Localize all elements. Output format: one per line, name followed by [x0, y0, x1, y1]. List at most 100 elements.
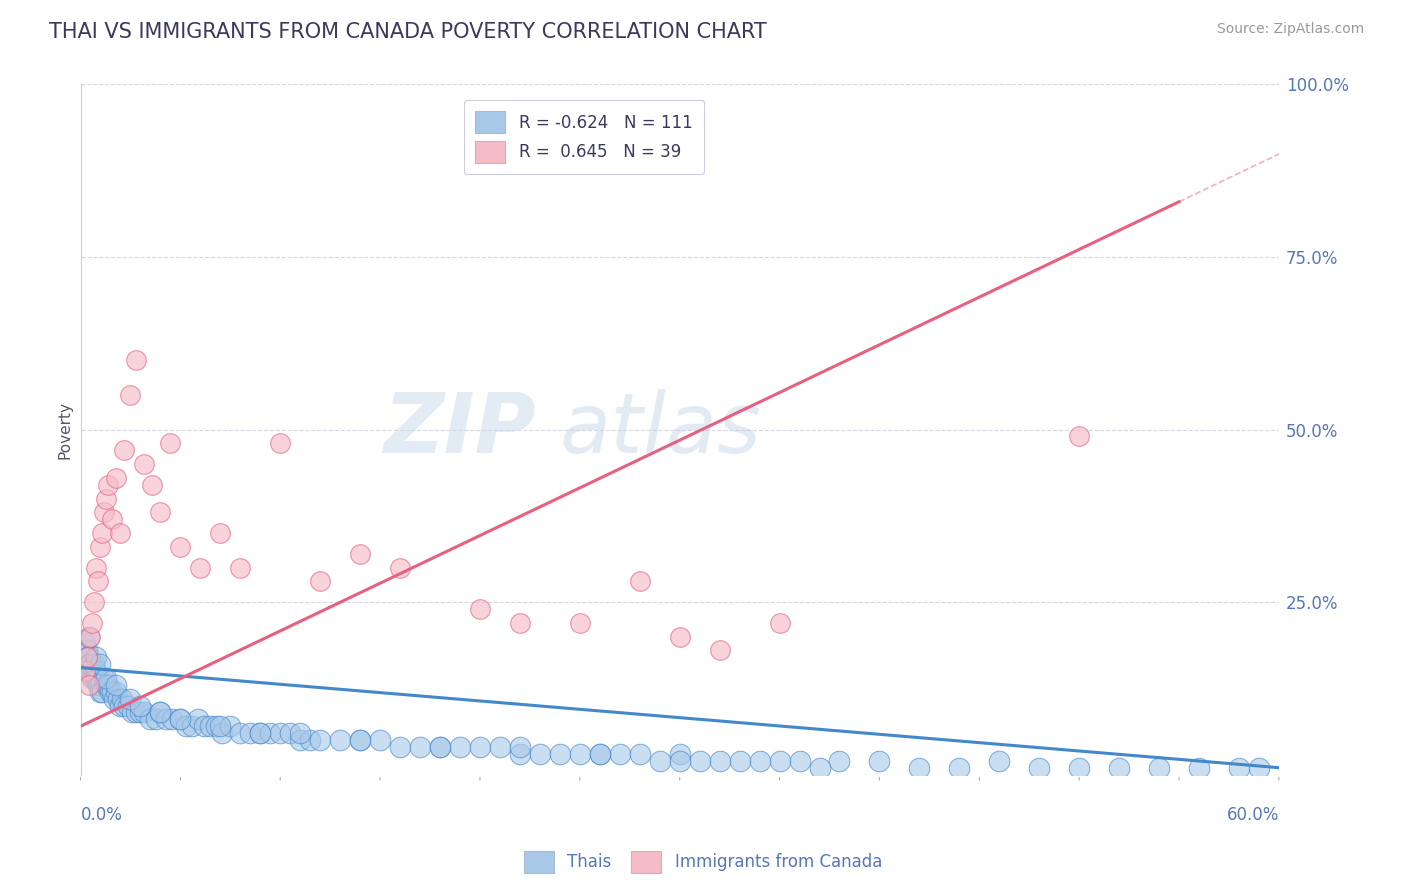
- Point: [200, 719, 222, 733]
- Point: [176, 719, 198, 733]
- Point: [87, 678, 110, 692]
- Point: [529, 747, 551, 761]
- Point: [79, 657, 101, 672]
- Point: [389, 739, 412, 754]
- Point: [1069, 761, 1091, 775]
- Point: [91, 685, 114, 699]
- Point: [468, 739, 491, 754]
- Point: [73, 636, 96, 650]
- Point: [149, 706, 172, 720]
- Point: [117, 698, 139, 713]
- Point: [568, 747, 591, 761]
- Point: [1147, 761, 1170, 775]
- Point: [1247, 761, 1270, 775]
- Point: [349, 547, 371, 561]
- Point: [309, 733, 332, 747]
- Point: [689, 754, 711, 768]
- Point: [668, 630, 690, 644]
- Point: [509, 747, 531, 761]
- Point: [149, 505, 172, 519]
- Point: [1188, 761, 1211, 775]
- Point: [429, 739, 451, 754]
- Point: [162, 712, 184, 726]
- Point: [568, 615, 591, 630]
- Point: [120, 691, 142, 706]
- Text: ZIP: ZIP: [384, 389, 536, 470]
- Point: [1028, 761, 1050, 775]
- Point: [748, 754, 770, 768]
- Point: [299, 733, 322, 747]
- Point: [249, 726, 271, 740]
- Point: [89, 685, 111, 699]
- Point: [82, 615, 104, 630]
- Point: [709, 643, 731, 657]
- Point: [449, 739, 471, 754]
- Point: [509, 739, 531, 754]
- Point: [89, 657, 111, 672]
- Point: [125, 706, 148, 720]
- Point: [609, 747, 631, 761]
- Point: [93, 671, 115, 685]
- Point: [100, 685, 122, 699]
- Point: [149, 706, 172, 720]
- Point: [76, 650, 98, 665]
- Text: atlas: atlas: [560, 389, 762, 470]
- Point: [83, 657, 105, 672]
- Point: [209, 526, 232, 541]
- Point: [808, 761, 831, 775]
- Point: [86, 560, 108, 574]
- Point: [155, 712, 177, 726]
- Point: [83, 671, 105, 685]
- Point: [129, 706, 152, 720]
- Point: [239, 726, 262, 740]
- Point: [169, 540, 191, 554]
- Point: [73, 664, 96, 678]
- Point: [110, 526, 132, 541]
- Y-axis label: Poverty: Poverty: [58, 401, 72, 458]
- Point: [159, 436, 181, 450]
- Point: [1069, 429, 1091, 443]
- Point: [309, 574, 332, 589]
- Point: [219, 719, 242, 733]
- Point: [87, 574, 110, 589]
- Point: [96, 671, 118, 685]
- Point: [77, 630, 100, 644]
- Point: [193, 719, 215, 733]
- Point: [105, 678, 128, 692]
- Point: [87, 671, 110, 685]
- Point: [114, 698, 136, 713]
- Point: [86, 671, 108, 685]
- Point: [628, 574, 651, 589]
- Point: [908, 761, 931, 775]
- Text: 0.0%: 0.0%: [80, 805, 122, 823]
- Point: [768, 615, 790, 630]
- Point: [1108, 761, 1130, 775]
- Point: [205, 719, 228, 733]
- Point: [89, 540, 111, 554]
- Legend: R = -0.624   N = 111, R =  0.645   N = 39: R = -0.624 N = 111, R = 0.645 N = 39: [464, 100, 704, 174]
- Point: [229, 560, 252, 574]
- Point: [111, 691, 134, 706]
- Text: THAI VS IMMIGRANTS FROM CANADA POVERTY CORRELATION CHART: THAI VS IMMIGRANTS FROM CANADA POVERTY C…: [49, 22, 766, 42]
- Point: [188, 560, 211, 574]
- Point: [76, 643, 98, 657]
- Point: [110, 698, 132, 713]
- Text: Source: ZipAtlas.com: Source: ZipAtlas.com: [1216, 22, 1364, 37]
- Point: [96, 678, 118, 692]
- Point: [349, 733, 371, 747]
- Point: [789, 754, 811, 768]
- Point: [93, 505, 115, 519]
- Point: [169, 712, 191, 726]
- Point: [329, 733, 352, 747]
- Point: [429, 739, 451, 754]
- Point: [121, 706, 143, 720]
- Point: [141, 477, 163, 491]
- Point: [97, 477, 120, 491]
- Point: [107, 691, 129, 706]
- Point: [548, 747, 571, 761]
- Point: [89, 678, 111, 692]
- Point: [229, 726, 252, 740]
- Point: [134, 706, 156, 720]
- Point: [77, 657, 100, 672]
- Point: [114, 443, 136, 458]
